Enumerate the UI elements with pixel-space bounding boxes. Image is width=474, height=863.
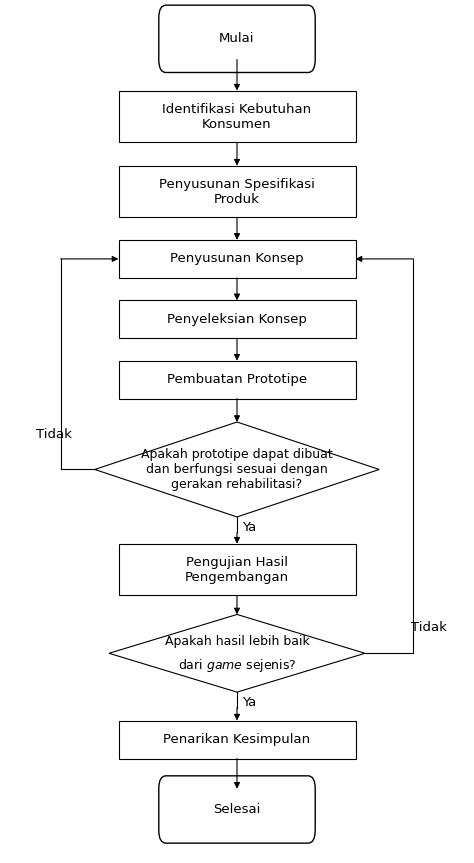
Text: Selesai: Selesai <box>213 803 261 816</box>
Text: Penarikan Kesimpulan: Penarikan Kesimpulan <box>164 733 310 746</box>
Polygon shape <box>95 422 379 517</box>
Bar <box>118 721 356 759</box>
Text: Ya: Ya <box>242 520 256 534</box>
Text: Apakah prototipe dapat dibuat
dan berfungsi sesuai dengan
gerakan rehabilitasi?: Apakah prototipe dapat dibuat dan berfun… <box>141 448 333 491</box>
Text: Apakah hasil lebih baik: Apakah hasil lebih baik <box>164 634 310 648</box>
Text: Tidak: Tidak <box>36 428 72 442</box>
Text: Pengujian Hasil
Pengembangan: Pengujian Hasil Pengembangan <box>185 556 289 583</box>
Polygon shape <box>109 614 365 692</box>
FancyBboxPatch shape <box>159 5 315 72</box>
Bar <box>118 240 356 278</box>
Text: Ya: Ya <box>242 696 256 709</box>
Text: Penyusunan Konsep: Penyusunan Konsep <box>170 252 304 266</box>
Text: Tidak: Tidak <box>410 620 447 634</box>
Bar <box>118 166 356 217</box>
Text: Pembuatan Prototipe: Pembuatan Prototipe <box>167 373 307 387</box>
FancyBboxPatch shape <box>159 776 315 843</box>
Text: Penyusunan Spesifikasi
Produk: Penyusunan Spesifikasi Produk <box>159 178 315 205</box>
Text: Identifikasi Kebutuhan
Konsumen: Identifikasi Kebutuhan Konsumen <box>163 103 311 130</box>
Text: Penyeleksian Konsep: Penyeleksian Konsep <box>167 312 307 326</box>
Bar <box>118 544 356 595</box>
Bar <box>118 91 356 142</box>
Text: dari $\it{game}$ sejenis?: dari $\it{game}$ sejenis? <box>178 657 296 674</box>
Bar <box>118 300 356 338</box>
Text: Mulai: Mulai <box>219 32 255 46</box>
Bar <box>118 361 356 399</box>
